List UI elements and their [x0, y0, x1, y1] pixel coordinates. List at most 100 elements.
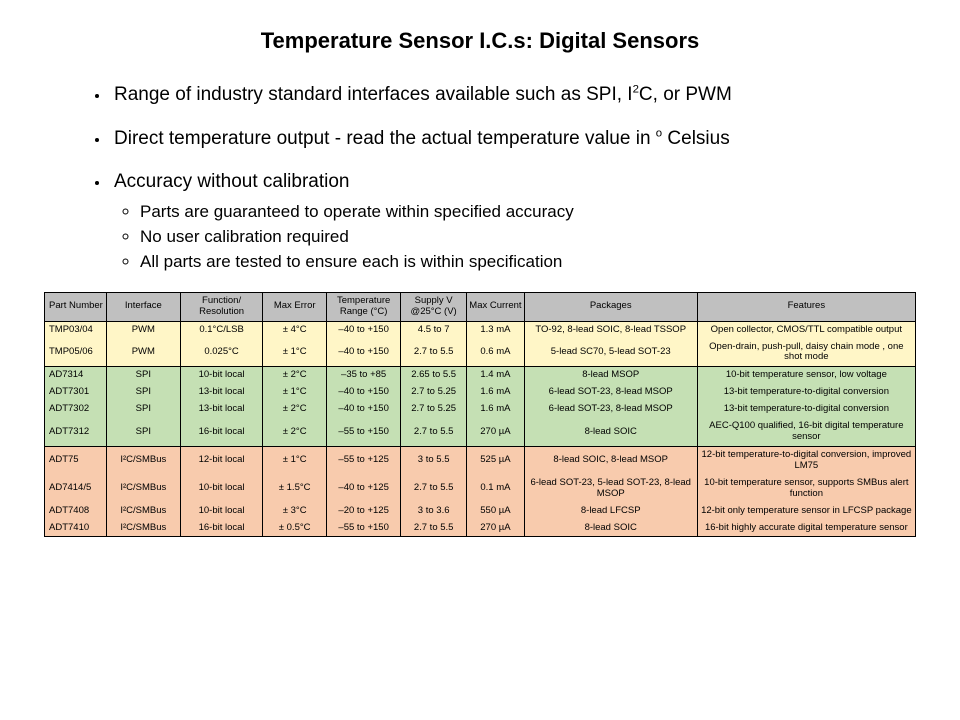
cell: SPI	[106, 401, 180, 418]
cell-part-number: ADT7410	[45, 520, 107, 537]
cell-part-number: ADT75	[45, 446, 107, 474]
cell: I²C/SMBus	[106, 446, 180, 474]
cell: AEC-Q100 qualified, 16-bit digital tempe…	[697, 418, 915, 446]
cell: 0.1 mA	[467, 475, 525, 503]
table-row: AD7414/5I²C/SMBus10-bit local± 1.5°C–40 …	[45, 475, 916, 503]
cell: 12-bit temperature-to-digital conversion…	[697, 446, 915, 474]
cell: 6-lead SOT-23, 8-lead MSOP	[524, 401, 697, 418]
cell: –40 to +150	[327, 339, 401, 367]
cell: I²C/SMBus	[106, 475, 180, 503]
table-row: TMP05/06PWM0.025°C± 1°C–40 to +1502.7 to…	[45, 339, 916, 367]
cell: I²C/SMBus	[106, 503, 180, 520]
table-row: AD7314SPI10-bit local± 2°C–35 to +852.65…	[45, 367, 916, 384]
cell: 1.6 mA	[467, 384, 525, 401]
cell: 1.4 mA	[467, 367, 525, 384]
cell: 8-lead SOIC, 8-lead MSOP	[524, 446, 697, 474]
cell: Open collector, CMOS/TTL compatible outp…	[697, 321, 915, 338]
cell: –35 to +85	[327, 367, 401, 384]
cell: 2.7 to 5.25	[401, 401, 467, 418]
cell: 2.7 to 5.5	[401, 339, 467, 367]
cell: ± 2°C	[263, 401, 327, 418]
bullet-2: Direct temperature output - read the act…	[110, 126, 908, 152]
table-row: ADT7408I²C/SMBus10-bit local± 3°C–20 to …	[45, 503, 916, 520]
cell: ± 4°C	[263, 321, 327, 338]
table-row: ADT7410I²C/SMBus16-bit local± 0.5°C–55 t…	[45, 520, 916, 537]
table-row: ADT7301SPI13-bit local± 1°C–40 to +1502.…	[45, 384, 916, 401]
cell: 16-bit local	[180, 418, 262, 446]
cell: 2.7 to 5.5	[401, 520, 467, 537]
cell: 0.6 mA	[467, 339, 525, 367]
cell: –55 to +150	[327, 418, 401, 446]
cell: Open-drain, push-pull, daisy chain mode …	[697, 339, 915, 367]
cell: 1.3 mA	[467, 321, 525, 338]
cell: 5-lead SC70, 5-lead SOT-23	[524, 339, 697, 367]
cell: ± 0.5°C	[263, 520, 327, 537]
cell: TO-92, 8-lead SOIC, 8-lead TSSOP	[524, 321, 697, 338]
cell: ± 2°C	[263, 418, 327, 446]
bullet-list: Range of industry standard interfaces av…	[70, 82, 908, 274]
cell: –40 to +150	[327, 321, 401, 338]
bullet-3-text: Accuracy without calibration	[114, 171, 350, 192]
cell: ± 1°C	[263, 339, 327, 367]
cell: 10-bit temperature sensor, supports SMBu…	[697, 475, 915, 503]
col-function: Function/ Resolution	[180, 292, 262, 321]
cell-part-number: TMP05/06	[45, 339, 107, 367]
cell: PWM	[106, 321, 180, 338]
cell: 10-bit local	[180, 475, 262, 503]
cell-part-number: ADT7408	[45, 503, 107, 520]
page-title: Temperature Sensor I.C.s: Digital Sensor…	[40, 28, 920, 54]
cell: 13-bit temperature-to-digital conversion	[697, 401, 915, 418]
cell: 10-bit temperature sensor, low voltage	[697, 367, 915, 384]
cell: ± 1.5°C	[263, 475, 327, 503]
sub-bullet-3: All parts are tested to ensure each is w…	[140, 251, 908, 274]
cell: –55 to +150	[327, 520, 401, 537]
cell: 13-bit temperature-to-digital conversion	[697, 384, 915, 401]
cell: 3 to 3.6	[401, 503, 467, 520]
table-header: Part Number Interface Function/ Resoluti…	[45, 292, 916, 321]
slide: Temperature Sensor I.C.s: Digital Sensor…	[0, 0, 960, 720]
cell: 16-bit highly accurate digital temperatu…	[697, 520, 915, 537]
cell: 1.6 mA	[467, 401, 525, 418]
cell: I²C/SMBus	[106, 520, 180, 537]
cell: –20 to +125	[327, 503, 401, 520]
cell-part-number: ADT7301	[45, 384, 107, 401]
cell: 8-lead SOIC	[524, 418, 697, 446]
cell: 10-bit local	[180, 503, 262, 520]
cell: 0.025°C	[180, 339, 262, 367]
cell-part-number: ADT7302	[45, 401, 107, 418]
cell: ± 1°C	[263, 446, 327, 474]
cell: 16-bit local	[180, 520, 262, 537]
table-body: TMP03/04PWM0.1°C/LSB± 4°C–40 to +1504.5 …	[45, 321, 916, 537]
bullet-1-text-b: C, or PWM	[639, 84, 732, 105]
cell: 2.7 to 5.5	[401, 418, 467, 446]
col-part-number: Part Number	[45, 292, 107, 321]
cell: –40 to +125	[327, 475, 401, 503]
cell: 0.1°C/LSB	[180, 321, 262, 338]
cell: 8-lead MSOP	[524, 367, 697, 384]
cell: 8-lead LFCSP	[524, 503, 697, 520]
col-supply-v: Supply V @25°C (V)	[401, 292, 467, 321]
cell: –40 to +150	[327, 384, 401, 401]
cell: ± 1°C	[263, 384, 327, 401]
cell: 8-lead SOIC	[524, 520, 697, 537]
table-row: ADT75I²C/SMBus12-bit local± 1°C–55 to +1…	[45, 446, 916, 474]
table-row: ADT7302SPI13-bit local± 2°C–40 to +1502.…	[45, 401, 916, 418]
cell: PWM	[106, 339, 180, 367]
cell: 3 to 5.5	[401, 446, 467, 474]
cell: SPI	[106, 418, 180, 446]
cell: SPI	[106, 367, 180, 384]
col-interface: Interface	[106, 292, 180, 321]
cell: 270 µA	[467, 520, 525, 537]
bullet-3: Accuracy without calibration Parts are g…	[110, 169, 908, 273]
cell-part-number: AD7314	[45, 367, 107, 384]
cell: 12-bit local	[180, 446, 262, 474]
cell: SPI	[106, 384, 180, 401]
sensor-table: Part Number Interface Function/ Resoluti…	[44, 292, 916, 538]
header-row: Part Number Interface Function/ Resoluti…	[45, 292, 916, 321]
cell: 525 µA	[467, 446, 525, 474]
cell: 270 µA	[467, 418, 525, 446]
col-max-error: Max Error	[263, 292, 327, 321]
cell-part-number: AD7414/5	[45, 475, 107, 503]
table-row: ADT7312SPI16-bit local± 2°C–55 to +1502.…	[45, 418, 916, 446]
table-container: Part Number Interface Function/ Resoluti…	[44, 292, 916, 538]
